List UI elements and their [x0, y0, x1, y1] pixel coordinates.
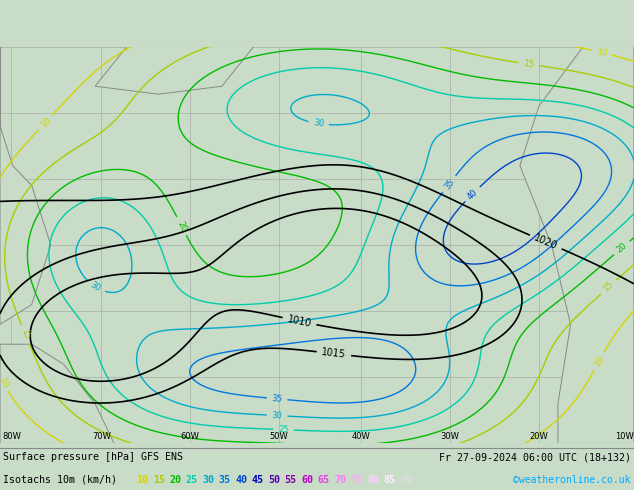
Text: 35: 35: [271, 394, 283, 404]
Text: 40: 40: [235, 475, 247, 485]
Text: 10W: 10W: [615, 433, 634, 441]
Polygon shape: [0, 344, 114, 443]
Polygon shape: [0, 47, 51, 324]
Text: 10: 10: [593, 354, 605, 368]
Text: 90: 90: [400, 475, 412, 485]
Text: 35: 35: [219, 475, 231, 485]
Text: 15: 15: [602, 280, 616, 294]
Text: 30: 30: [271, 411, 283, 420]
Text: 15: 15: [523, 59, 534, 70]
Text: 20W: 20W: [529, 433, 548, 441]
Text: 30: 30: [202, 475, 214, 485]
Text: 1015: 1015: [321, 347, 347, 360]
Text: 1020: 1020: [533, 233, 559, 251]
Text: 85: 85: [384, 475, 396, 485]
Text: Surface pressure [hPa] GFS ENS: Surface pressure [hPa] GFS ENS: [3, 452, 183, 463]
Text: 10: 10: [595, 47, 608, 58]
Text: Isotachs 10m (km/h): Isotachs 10m (km/h): [3, 475, 117, 485]
Text: 75: 75: [351, 475, 363, 485]
Text: 60W: 60W: [181, 433, 200, 441]
Text: 35: 35: [443, 177, 456, 191]
Text: 15: 15: [153, 475, 165, 485]
Text: 1010: 1010: [287, 314, 313, 329]
Text: 70: 70: [334, 475, 346, 485]
Text: 30W: 30W: [441, 433, 460, 441]
Text: 10: 10: [136, 475, 148, 485]
Text: 40W: 40W: [352, 433, 371, 441]
Text: 25: 25: [186, 475, 198, 485]
Text: 10: 10: [0, 375, 10, 389]
Text: 80W: 80W: [2, 433, 21, 441]
Text: 60: 60: [301, 475, 313, 485]
Text: ©weatheronline.co.uk: ©weatheronline.co.uk: [514, 475, 631, 485]
Text: 30: 30: [313, 119, 325, 129]
Text: 20: 20: [169, 475, 181, 485]
Text: 70W: 70W: [92, 433, 111, 441]
Text: 20: 20: [175, 220, 188, 233]
Text: 15: 15: [19, 328, 32, 341]
Text: 65: 65: [318, 475, 330, 485]
Polygon shape: [520, 47, 634, 443]
Text: 25: 25: [278, 425, 289, 434]
Text: 40: 40: [465, 187, 479, 201]
Text: 30: 30: [89, 280, 103, 294]
Text: 20: 20: [615, 241, 629, 255]
Text: Fr 27-09-2024 06:00 UTC (18+132): Fr 27-09-2024 06:00 UTC (18+132): [439, 452, 631, 463]
Text: 10: 10: [39, 116, 53, 129]
Text: 55: 55: [285, 475, 297, 485]
Text: 50: 50: [268, 475, 280, 485]
Text: 45: 45: [252, 475, 264, 485]
Text: 50W: 50W: [269, 433, 288, 441]
Polygon shape: [95, 47, 254, 94]
Text: 80: 80: [367, 475, 379, 485]
